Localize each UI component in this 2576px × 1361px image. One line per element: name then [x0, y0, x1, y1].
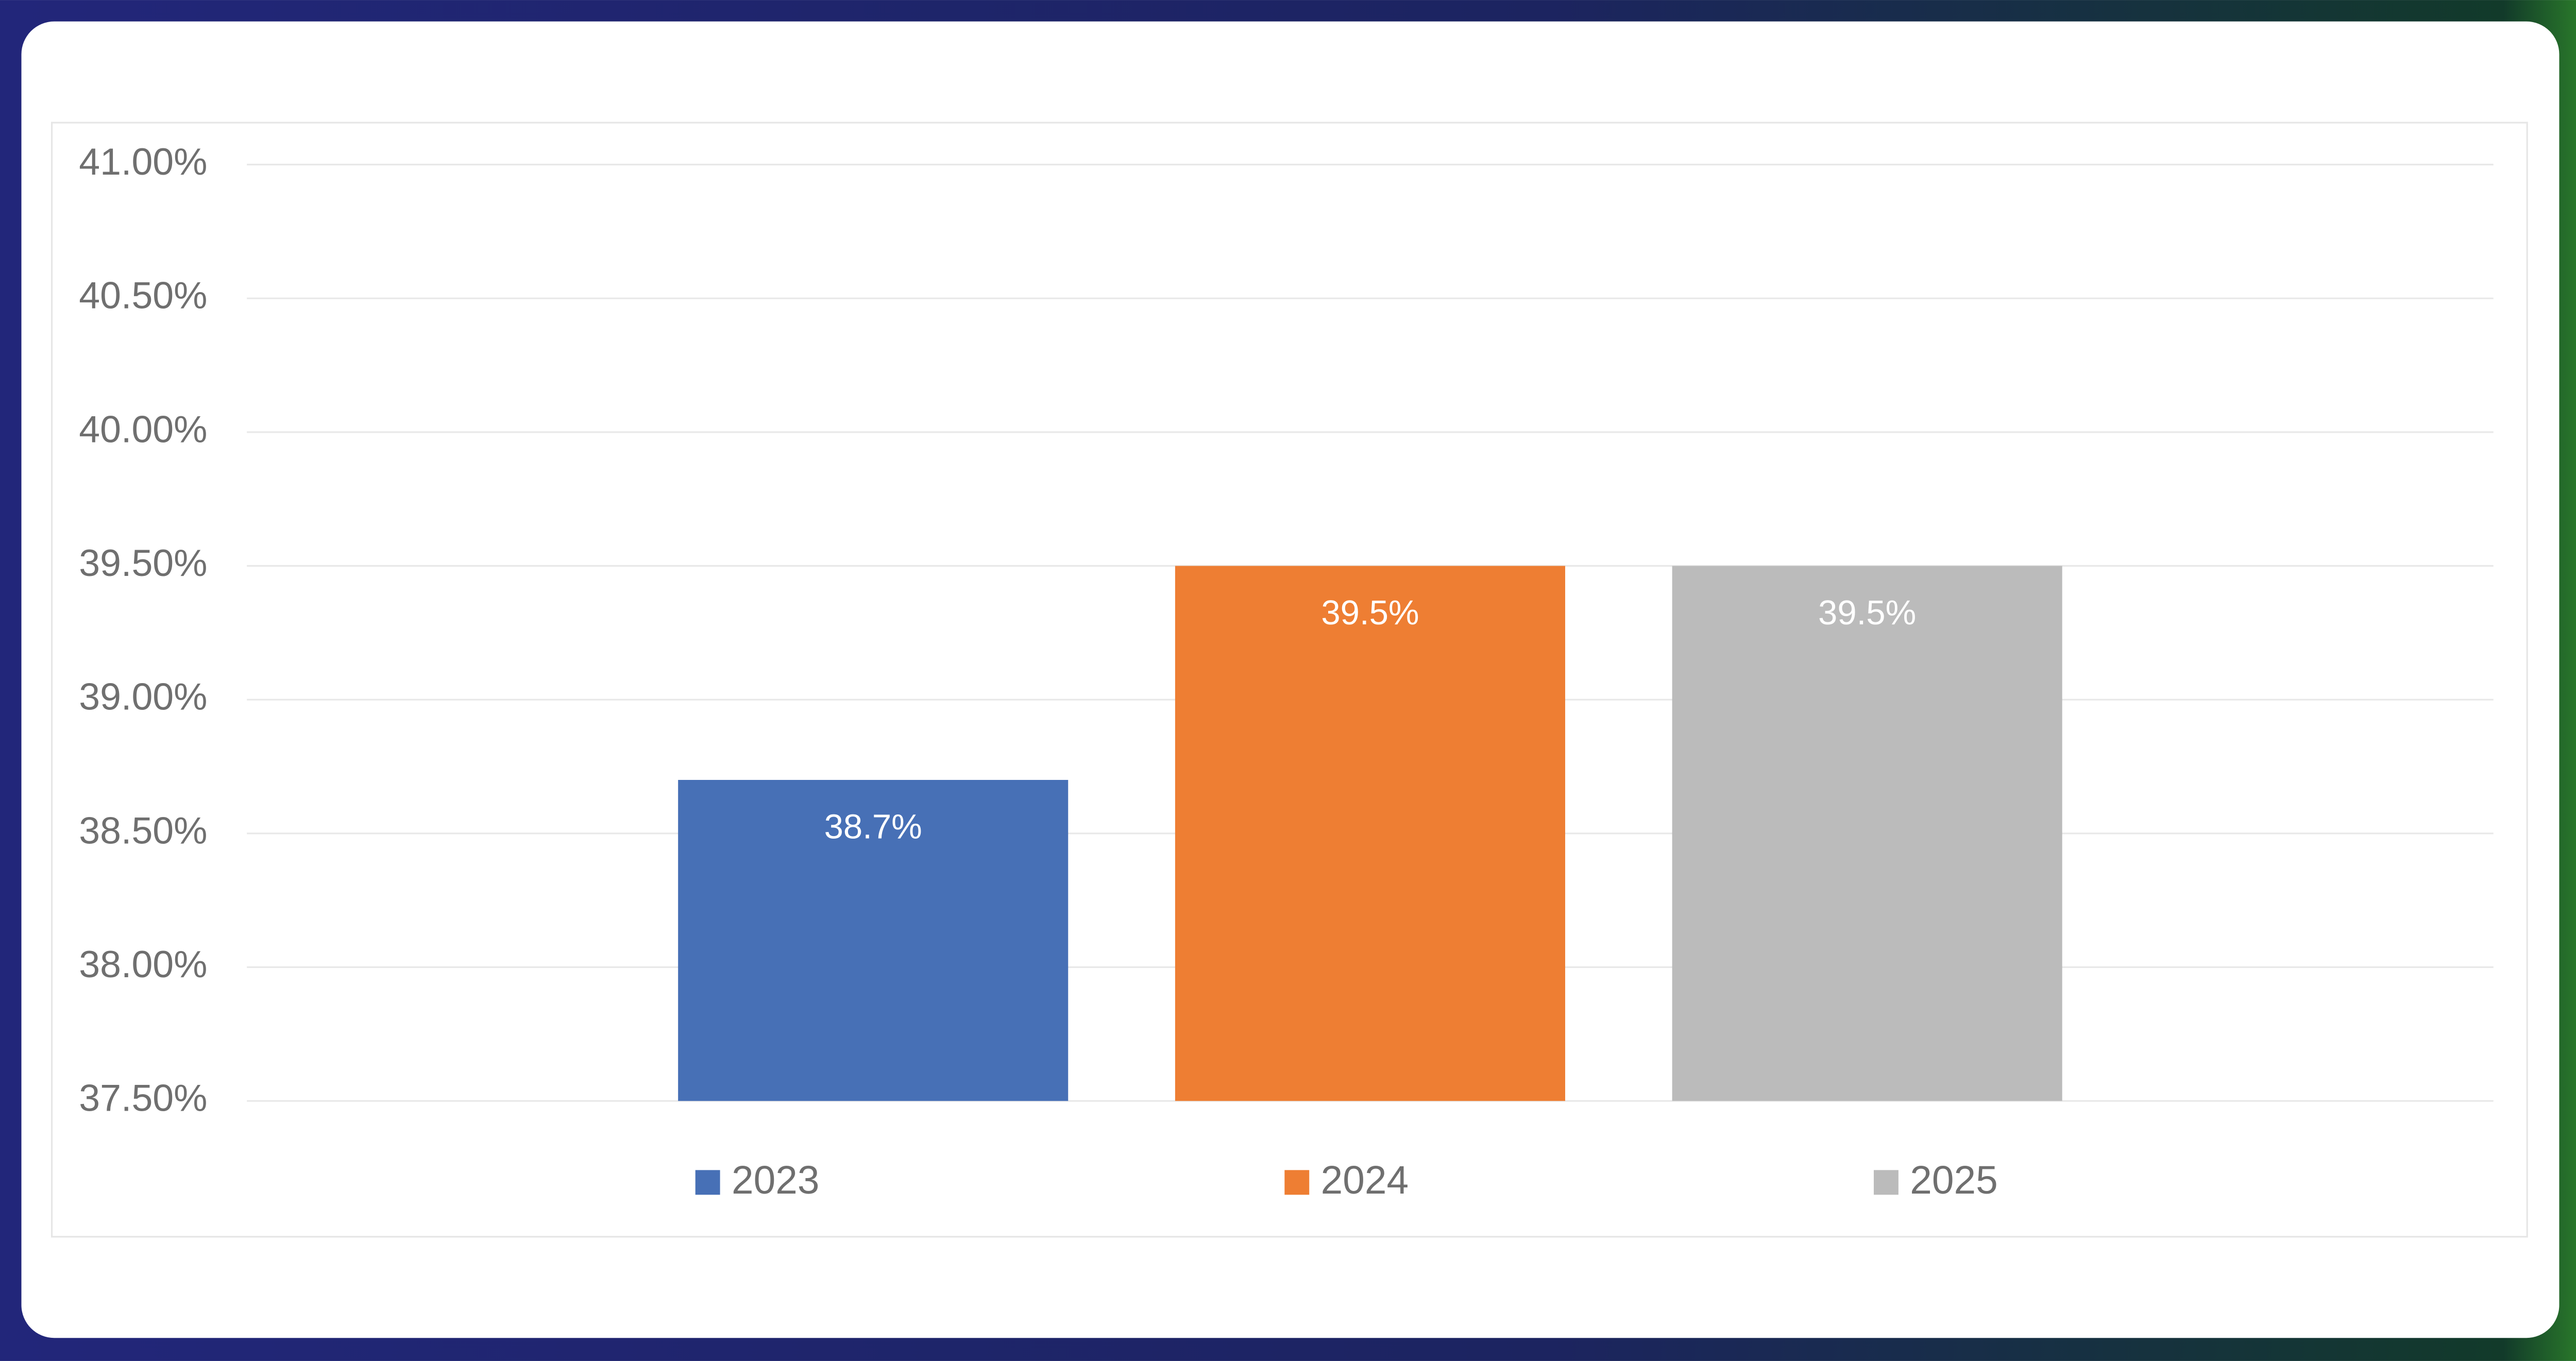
- data-label: 39.5%: [1818, 593, 1916, 632]
- legend-swatch: [1284, 1170, 1310, 1195]
- bar: [1175, 566, 1565, 1101]
- data-label: 39.5%: [1321, 593, 1419, 632]
- y-tick-label: 39.50%: [79, 541, 207, 584]
- legend-swatch: [695, 1170, 720, 1195]
- bar: [678, 779, 1069, 1101]
- y-tick-label: 39.00%: [79, 675, 207, 718]
- y-tick-label: 40.50%: [79, 274, 207, 317]
- y-tick-label: 38.50%: [79, 809, 207, 852]
- y-tick-label: 41.00%: [79, 140, 207, 183]
- legend-label: 2025: [1910, 1159, 1998, 1202]
- y-tick-label: 37.50%: [79, 1077, 207, 1119]
- legend-label: 2024: [1321, 1159, 1409, 1202]
- chart-frame: [51, 122, 2528, 1238]
- bar: [1672, 566, 2062, 1101]
- y-tick-label: 38.00%: [79, 943, 207, 985]
- legend-label: 2023: [732, 1159, 820, 1202]
- y-tick-label: 40.00%: [79, 407, 207, 450]
- data-label: 38.7%: [824, 808, 922, 846]
- legend-swatch: [1873, 1170, 1899, 1195]
